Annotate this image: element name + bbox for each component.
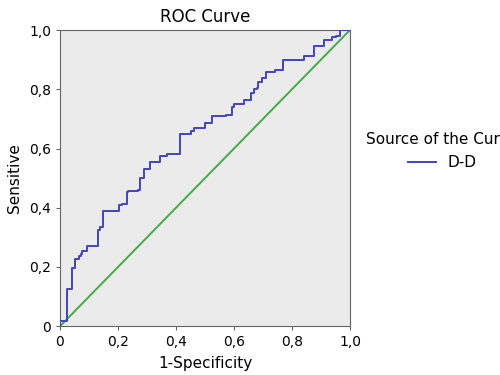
X-axis label: 1-Specificity: 1-Specificity — [158, 356, 252, 371]
Title: ROC Curve: ROC Curve — [160, 8, 250, 26]
Y-axis label: Sensitive: Sensitive — [7, 143, 22, 213]
Legend: D-D: D-D — [366, 132, 500, 170]
